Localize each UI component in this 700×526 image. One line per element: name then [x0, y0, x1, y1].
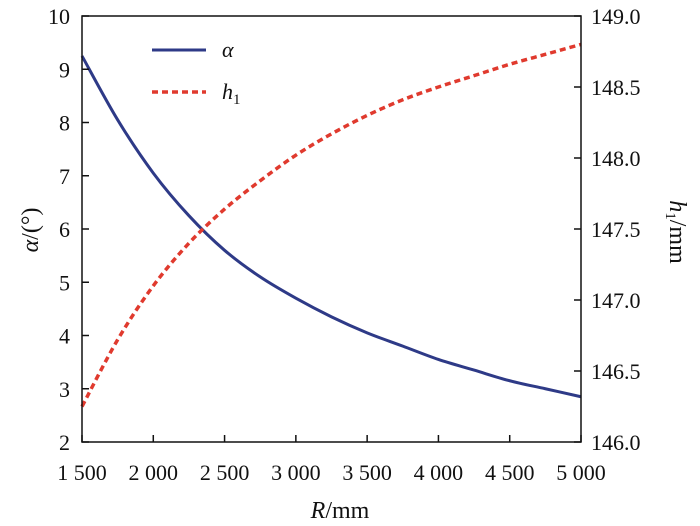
y-left-tick-label: 4 [59, 324, 70, 349]
x-axis-ticks: 1 500 2 000 2 500 3 000 3 500 4 000 4 500 5 000 [57, 435, 606, 485]
x-tick-label: 5 000 [556, 460, 606, 485]
y-right-tick-label: 147.5 [591, 217, 641, 242]
x-tick-label: 4 000 [414, 460, 464, 485]
x-tick-label: 2 000 [129, 460, 179, 485]
series-alpha-line [80, 55, 582, 399]
x-axis-label: R/mm [310, 498, 370, 524]
y-left-tick-label: 7 [59, 164, 70, 189]
x-tick-label: 3 500 [342, 460, 392, 485]
y-right-tick-label: 146.5 [591, 359, 641, 384]
x-tick-label: 1 500 [57, 460, 107, 485]
y-left-tick-label: 9 [59, 57, 70, 82]
legend-label-h1: h1 [222, 79, 241, 108]
y-left-axis-label: α/(°) [18, 208, 44, 253]
series-h1-line [80, 42, 582, 408]
y-right-axis-label: h1/mm [662, 200, 690, 264]
y-left-tick-label: 2 [59, 430, 70, 455]
y-right-tick-label: 148.0 [591, 146, 641, 171]
y-right-axis-ticks: 146.0 146.5 147.0 147.5 148.0 148.5 149.0 [574, 4, 641, 455]
y-right-tick-label: 147.0 [591, 288, 641, 313]
y-right-tick-label: 148.5 [591, 75, 641, 100]
y-left-axis-ticks: 2 3 4 5 6 7 8 9 10 [48, 4, 89, 455]
x-tick-label: 2 500 [200, 460, 250, 485]
x-tick-label: 3 000 [271, 460, 321, 485]
x-tick-label: 4 500 [485, 460, 535, 485]
y-left-tick-label: 5 [59, 270, 70, 295]
y-left-tick-label: 8 [59, 111, 70, 136]
plot-frame [81, 15, 582, 443]
y-left-tick-label: 6 [59, 217, 70, 242]
series-lines [80, 42, 582, 408]
y-left-tick-label: 3 [59, 377, 70, 402]
y-left-tick-label: 10 [48, 4, 70, 29]
legend-label-alpha: α [222, 37, 234, 62]
y-right-tick-label: 149.0 [591, 4, 641, 29]
legend: α h1 [152, 37, 241, 108]
y-right-tick-label: 146.0 [591, 430, 641, 455]
